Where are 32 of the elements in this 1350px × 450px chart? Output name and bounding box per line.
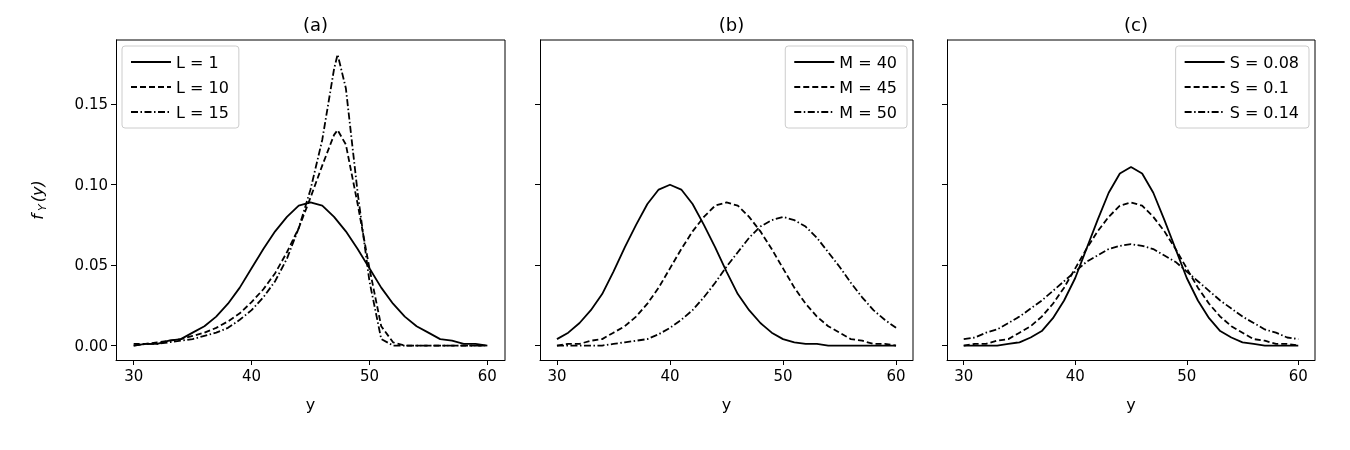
- chart-title: (c): [1124, 13, 1148, 35]
- x-axis-title: y: [721, 394, 732, 414]
- x-tick-label: 40: [1065, 366, 1085, 385]
- y-tick-label: 0.10: [74, 175, 108, 194]
- legend-label: M = 40: [839, 52, 898, 72]
- legend-label: S = 0.1: [1229, 77, 1289, 97]
- chart-title: (a): [302, 13, 329, 35]
- x-tick-label: 50: [359, 366, 379, 385]
- legend-label: L = 15: [176, 102, 229, 122]
- x-tick-label: 50: [773, 366, 793, 385]
- y-tick-label: 0.00: [74, 336, 108, 355]
- legend-label: S = 0.08: [1229, 52, 1299, 72]
- x-tick-label: 30: [124, 366, 144, 385]
- x-axis-title: y: [1126, 394, 1136, 414]
- legend-label: L = 1: [176, 52, 219, 72]
- y-axis-title: fY(y): [28, 180, 49, 220]
- legend-label: S = 0.14: [1229, 102, 1299, 122]
- legend-label: L = 10: [176, 77, 229, 97]
- y-tick-label: 0.15: [74, 95, 108, 114]
- x-tick-label: 30: [547, 366, 567, 385]
- x-tick-label: 50: [1177, 366, 1197, 385]
- x-tick-label: 60: [477, 366, 497, 385]
- chart-title: (b): [718, 13, 745, 35]
- legend-label: M = 50: [839, 102, 898, 122]
- x-axis-title: y: [305, 394, 316, 414]
- x-tick-label: 40: [242, 366, 262, 385]
- x-tick-label: 40: [660, 366, 680, 385]
- x-tick-label: 60: [1288, 366, 1308, 385]
- x-tick-label: 60: [886, 366, 906, 385]
- legend-label: M = 45: [839, 77, 898, 97]
- y-tick-label: 0.05: [74, 256, 108, 275]
- x-tick-label: 30: [954, 366, 974, 385]
